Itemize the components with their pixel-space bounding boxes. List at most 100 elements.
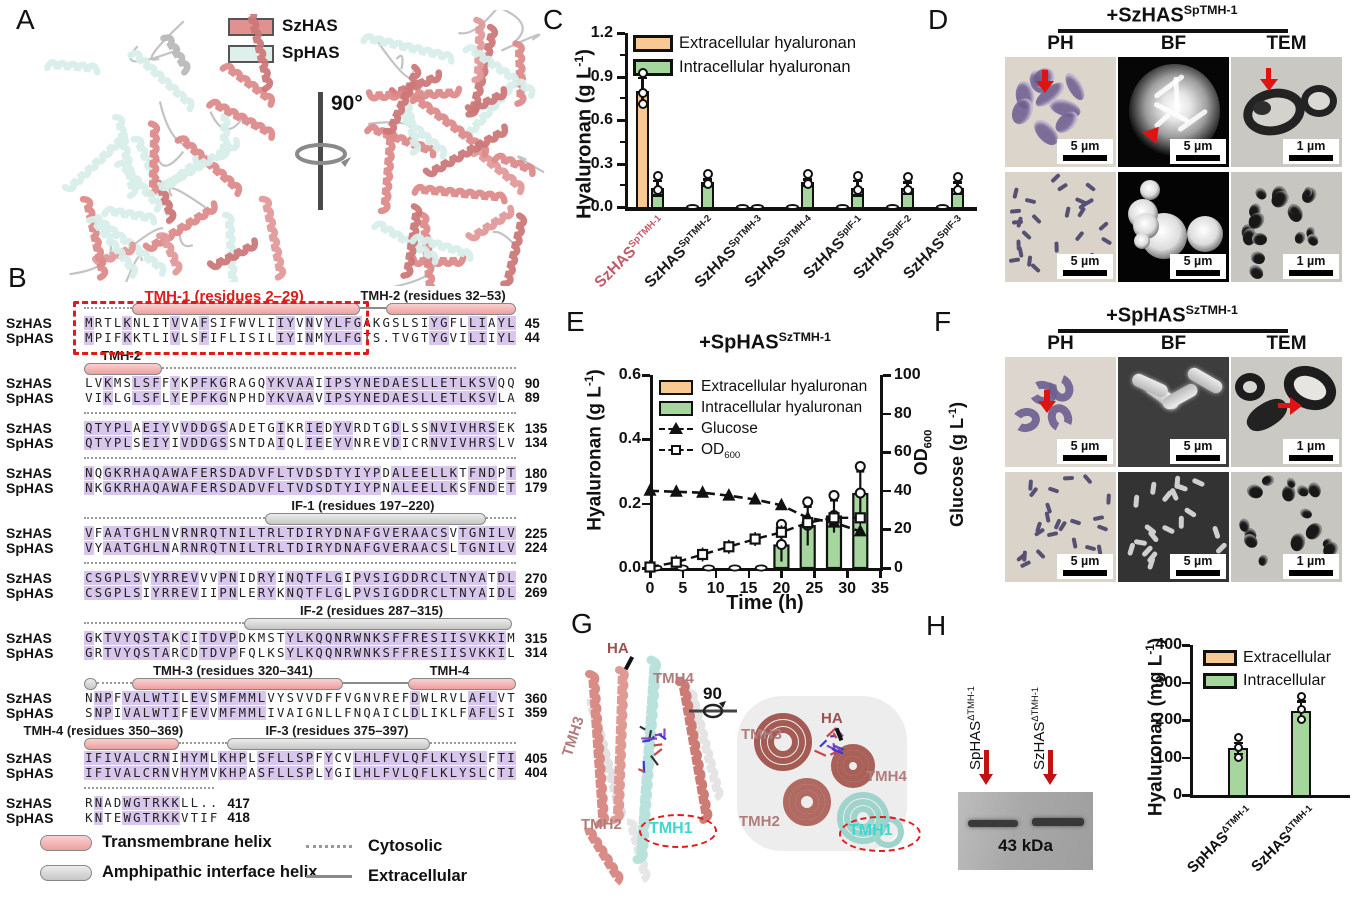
bacterial-rod [1191,477,1206,488]
residue: I [171,435,179,450]
cytosolic-line [84,562,516,564]
tmh2-label-left: TMH2 [581,816,622,833]
residue: A [267,435,275,450]
residue: L [352,751,363,766]
e-legend-label-2: Intracellular hyaluronan [701,399,863,416]
e-data-point [854,487,866,499]
residue: L [458,376,468,391]
residue: P [103,705,113,720]
tmh-helix-bar [408,678,516,690]
residue: K [181,376,189,391]
residue: S [209,316,218,331]
residue: E [324,435,333,450]
residue: G [103,466,113,481]
sequence-row: SpHAS G R T V Y Q S T A R C D T D V P F Q L K S Y L K Q Q N R W N K S F F R… [6,645,554,661]
scale-bar [1289,270,1333,276]
sequence-length: 314 [524,645,548,661]
residue: V [256,480,267,495]
residue: R [343,631,353,646]
residue: V [449,691,458,706]
residue: G [467,540,478,555]
residue: V [458,421,468,436]
residue: S [314,480,324,495]
residue: S [420,421,429,436]
residue: H [141,526,152,541]
residue: V [391,765,401,780]
e-x-tick [846,571,849,578]
residue: E [199,480,209,495]
residue: K [440,705,448,720]
residue: I [448,421,459,436]
sequence-length: 89 [524,390,540,406]
residue: S [141,390,152,405]
c-error-bar-cap [653,179,662,183]
alignment-group: TMH-4 (residues 350–369) IF-3 (residues 3… [6,723,554,781]
residue: D [323,466,334,481]
residue: K [438,765,449,780]
residue: L [209,751,218,766]
residue: K [218,765,228,780]
residue: T [488,571,496,586]
c-y-axis-label: Hyaluronan (g L-1) [572,49,596,219]
residue: T [448,571,459,586]
residue: V [391,751,401,766]
tmh2-coil [789,784,825,820]
helix-bundle-side-view [583,655,724,886]
arrow-stem [1044,390,1050,402]
residue: F [93,765,104,780]
residue: D [363,421,371,436]
e-zero-point [728,564,742,572]
sequence-length: 134 [524,435,548,451]
sequence-row: SzHAS C S G P L S V Y R R E V V V P N I D R Y I N Q T F L G I P V S I G D D… [6,570,554,586]
residue: L [247,540,257,555]
residue: Q [323,631,334,646]
residue: L [275,466,286,481]
residue: G [333,571,344,586]
residue: F [314,571,324,586]
residue: T [103,631,113,646]
sequence-row: SpHAS K N T E W G T R K K V T I F 418 [6,810,554,826]
residue: M [218,691,228,706]
residue: N [429,421,439,436]
h-y-tick-label: 300 [1155,673,1182,691]
residue: S [286,691,294,706]
residue: S [93,585,104,600]
alignment-group: SzHAS N Q G K R H A Q A W A F E R S D A D V F L T V D S D T Y I Y P D A L E… [6,453,554,496]
residue: Y [103,421,113,436]
residue: C [179,645,190,660]
interface-helix-bar [84,678,97,690]
residue: P [333,376,344,391]
residue: K [286,421,294,436]
residue: D [315,691,323,706]
residue: F [334,691,342,706]
scale-bar [1063,155,1107,161]
micrograph-image: 5 µm [1118,172,1229,282]
od600-marker [802,517,814,529]
residue: D [247,466,257,481]
residue: L [486,705,497,720]
residue: L [131,751,142,766]
residue: W [170,466,180,481]
tmh3-coil [768,727,798,757]
bacterial-cell [1084,544,1097,552]
residue: Y [285,645,296,660]
scale-label: 5 µm [1183,254,1213,268]
residue: H [227,765,238,780]
residue: F [324,691,333,706]
residue: L [296,435,304,450]
h-legend-label-1: Extracellular [1243,649,1332,666]
residue: L [131,390,142,405]
residue: S [477,376,487,391]
residue: T [160,691,171,706]
residue: V [248,316,256,331]
residue: D [410,705,420,720]
residue: N [189,540,200,555]
scale-chip: 5 µm [1057,554,1113,579]
residue: A [190,316,199,331]
residue: L [315,765,323,780]
red-arrow [1036,70,1055,96]
residue: R [266,526,276,541]
residue: G [208,435,219,450]
